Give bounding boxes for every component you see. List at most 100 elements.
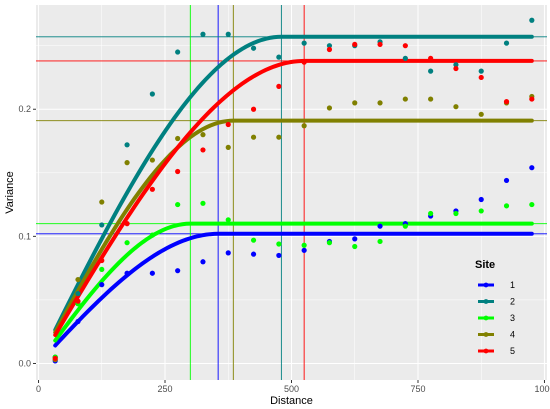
point-site-1: [149, 270, 155, 276]
fit-curve-site-3: [53, 221, 534, 343]
legend: Site 1 2 3 4 5: [475, 259, 515, 356]
point-site-2: [175, 49, 181, 55]
point-site-3: [352, 243, 358, 250]
y-tick-label: 0.0: [18, 358, 31, 368]
point-site-2: [503, 40, 510, 46]
point-site-5: [124, 221, 130, 227]
point-site-1: [200, 259, 206, 265]
point-site-1: [99, 282, 105, 288]
point-site-2: [453, 62, 459, 68]
point-site-4: [453, 104, 459, 110]
fit-curve-site-1: [53, 231, 534, 348]
point-site-1: [301, 247, 307, 253]
legend-key-point-site-5: [483, 348, 489, 354]
point-site-3: [225, 217, 231, 223]
point-site-4: [377, 100, 383, 106]
point-site-3: [453, 210, 459, 217]
point-site-2: [149, 91, 155, 97]
point-site-5: [225, 121, 231, 128]
legend-key-point-site-1: [483, 282, 489, 288]
legend-label-site-5: 5: [510, 346, 515, 356]
x-tick-label: 500: [284, 384, 299, 394]
point-site-1: [250, 251, 257, 257]
point-site-5: [503, 99, 510, 105]
point-site-4: [124, 160, 130, 166]
point-site-3: [250, 237, 257, 243]
legend-label-site-1: 1: [510, 280, 515, 290]
point-site-1: [478, 196, 484, 203]
point-site-1: [175, 268, 181, 274]
point-site-5: [75, 298, 81, 304]
point-site-3: [478, 208, 484, 214]
point-site-2: [225, 31, 231, 37]
point-site-3: [99, 266, 105, 273]
grid-lines: [36, 5, 547, 380]
point-site-4: [402, 96, 408, 102]
y-tick-label: 0.2: [18, 104, 31, 114]
point-site-2: [301, 40, 307, 46]
point-site-5: [250, 106, 257, 112]
point-site-4: [326, 105, 333, 111]
x-tick-label: 250: [157, 384, 172, 394]
point-site-2: [99, 222, 105, 228]
legend-label-site-4: 4: [510, 330, 515, 340]
legend-label-site-3: 3: [510, 313, 515, 323]
legend-label-site-2: 2: [510, 297, 515, 307]
point-site-4: [149, 157, 155, 163]
point-site-4: [276, 134, 282, 140]
point-site-2: [428, 68, 434, 74]
point-site-4: [175, 135, 181, 142]
data-points: [52, 17, 535, 364]
point-site-4: [478, 111, 484, 117]
point-site-4: [200, 132, 206, 138]
point-site-3: [175, 201, 181, 208]
point-site-5: [453, 65, 459, 72]
point-site-5: [326, 46, 333, 53]
point-site-1: [276, 252, 282, 259]
point-site-5: [402, 43, 408, 49]
point-site-3: [503, 203, 510, 209]
point-site-1: [225, 250, 231, 256]
point-site-5: [200, 147, 206, 153]
point-site-5: [478, 74, 484, 81]
point-site-2: [124, 142, 130, 148]
point-site-2: [478, 68, 484, 74]
point-site-4: [352, 100, 358, 106]
point-site-1: [75, 318, 81, 325]
point-site-5: [149, 186, 155, 192]
point-site-3: [326, 240, 333, 246]
point-site-1: [124, 270, 130, 276]
legend-title: Site: [475, 259, 495, 271]
point-site-5: [52, 355, 58, 361]
point-site-2: [326, 43, 333, 49]
point-site-2: [402, 55, 408, 61]
y-axis-label: Variance: [4, 171, 16, 214]
x-axis-label: Distance: [270, 395, 313, 407]
legend-key-point-site-2: [483, 299, 489, 304]
point-site-3: [428, 210, 434, 217]
point-site-1: [352, 236, 358, 242]
x-tick-label: 750: [410, 384, 425, 394]
point-site-4: [428, 96, 434, 102]
legend-key-point-site-3: [483, 315, 489, 321]
legend-key-point-site-4: [483, 332, 489, 337]
point-site-3: [200, 200, 206, 206]
point-site-5: [529, 96, 535, 102]
point-site-1: [529, 165, 535, 171]
y-tick-label: 0.1: [18, 231, 31, 241]
y-axis-ticks: 0.0 0.1 0.2: [18, 104, 36, 368]
point-site-2: [529, 17, 535, 23]
point-site-3: [377, 238, 383, 245]
point-site-5: [301, 59, 307, 65]
point-site-2: [276, 54, 282, 60]
point-site-3: [149, 232, 155, 238]
point-site-4: [99, 199, 105, 205]
point-site-5: [377, 41, 383, 48]
point-site-5: [99, 257, 105, 264]
point-site-2: [75, 290, 81, 297]
point-site-3: [529, 201, 535, 208]
